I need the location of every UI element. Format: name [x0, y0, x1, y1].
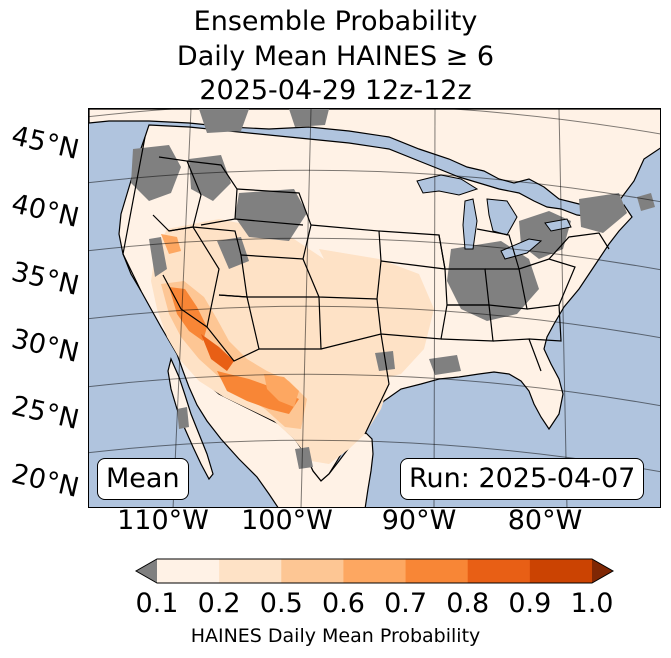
- colorbar-title: HAINES Daily Mean Probability: [190, 625, 481, 647]
- lat-label-35: 35°N: [8, 256, 82, 302]
- map-panel: [88, 108, 661, 508]
- colorbar-tick-label: 0.9: [508, 588, 552, 619]
- graticule-lat-25: [89, 373, 660, 407]
- graticule-lon-100: [300, 109, 312, 507]
- lon-label-90: 90°W: [381, 505, 457, 536]
- prob-region-utah: [161, 234, 181, 254]
- colorbar-tick-label: 0.5: [259, 588, 303, 619]
- graticule-lat-30: [89, 305, 660, 339]
- lon-label-110: 110°W: [117, 505, 209, 536]
- title-line-1: Ensemble Probability: [193, 6, 478, 37]
- prob-region-southwest: [151, 219, 389, 464]
- lat-label-30: 30°N: [8, 323, 82, 369]
- gray-baja: [177, 407, 189, 429]
- colorbar-bin-5: [467, 559, 531, 583]
- gray-shading: [131, 109, 655, 469]
- gray-northeast: [579, 193, 627, 233]
- mean-label: Mean: [97, 458, 189, 500]
- graticule-lat-35: [89, 237, 660, 271]
- colorbar-bin-0: [157, 559, 220, 583]
- colorbar-bin-2: [281, 559, 344, 583]
- gray-ohio-valley: [447, 241, 539, 321]
- prob-region-arizona-high: [201, 334, 234, 371]
- prob-region-bigbend: [264, 374, 299, 407]
- colorbar: [134, 558, 615, 584]
- lat-label-20: 20°N: [8, 458, 82, 504]
- colorbar-bin-1: [219, 559, 282, 583]
- colorbar-tick-label: 0.6: [321, 588, 365, 619]
- colorbar-tick-label: 0.7: [384, 588, 428, 619]
- gray-gulf-coast: [429, 355, 461, 375]
- run-date-label: Run: 2025-04-07: [400, 458, 645, 500]
- graticule-lon-90: [433, 109, 436, 507]
- gray-mexico: [295, 447, 313, 469]
- lon-label-80: 80°W: [507, 505, 583, 536]
- colorbar-tick-label: 0.1: [135, 588, 179, 619]
- colorbar-bins: [157, 559, 593, 583]
- gray-newfoundland: [637, 193, 655, 211]
- map-canvas: [89, 109, 660, 507]
- colorbar-over-triangle: [592, 559, 613, 583]
- lon-label-100: 100°W: [241, 505, 333, 536]
- graticule-lat-40: [89, 169, 660, 203]
- graticule-lon-80: [558, 109, 568, 507]
- lat-label-40: 40°N: [8, 188, 82, 234]
- colorbar-outline: [134, 558, 615, 584]
- colorbar-under-triangle: [136, 559, 157, 583]
- mexico-land: [176, 353, 374, 507]
- colorbar-bin-4: [405, 559, 469, 583]
- prob-region-plains: [319, 249, 434, 379]
- lat-label-25: 25°N: [8, 390, 82, 436]
- baja-peninsula: [167, 357, 214, 481]
- gray-colorado: [217, 237, 249, 269]
- gray-idaho: [189, 155, 231, 201]
- state-borders: [122, 136, 610, 435]
- colorbar-tick-label: 1.0: [570, 588, 614, 619]
- great-lakes: [416, 174, 572, 260]
- title-line-3: 2025-04-29 12z-12z: [199, 75, 472, 106]
- colorbar-bin-3: [343, 559, 407, 583]
- lat-label-45: 45°N: [8, 120, 82, 166]
- graticule-lat-45: [89, 109, 660, 135]
- colorbar-tick-label: 0.2: [197, 588, 241, 619]
- gray-wyoming: [235, 189, 307, 241]
- gray-canada-central: [289, 109, 329, 127]
- graticule-lon-110: [172, 109, 192, 507]
- colorbar-bin-6: [529, 559, 593, 583]
- lake-ontario: [544, 218, 572, 232]
- gray-nevada: [149, 237, 167, 277]
- prob-region-mexico-high: [217, 371, 299, 414]
- colorbar-tick-label: 0.8: [446, 588, 490, 619]
- canada-land: [89, 109, 660, 212]
- lake-michigan: [462, 198, 478, 250]
- gray-canada-west: [199, 109, 249, 133]
- title-line-2: Daily Mean HAINES ≥ 6: [176, 41, 495, 72]
- lake-erie: [500, 238, 543, 260]
- lake-superior: [416, 174, 479, 196]
- gray-pacific-nw: [131, 145, 181, 201]
